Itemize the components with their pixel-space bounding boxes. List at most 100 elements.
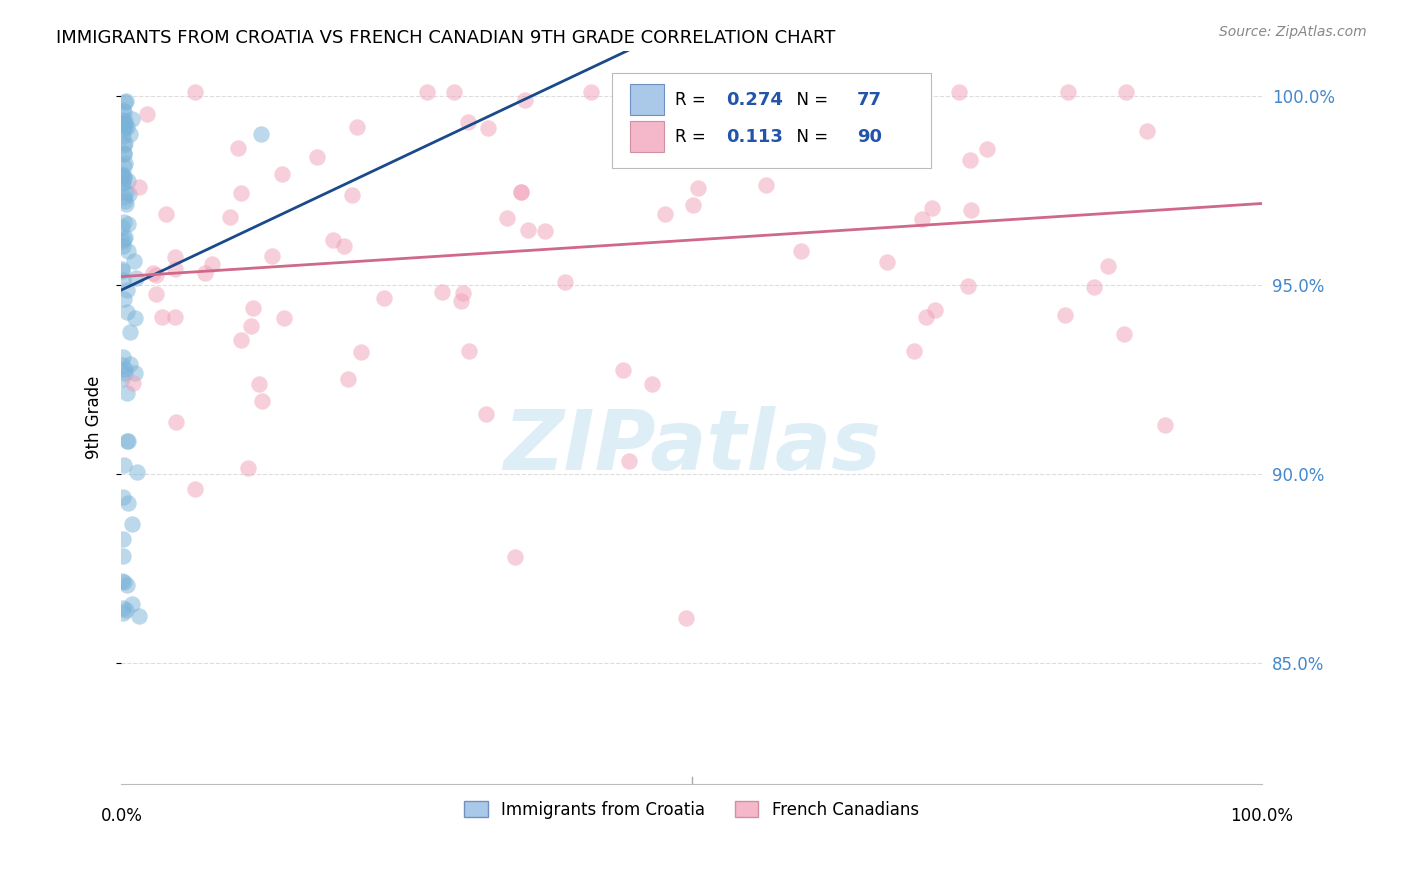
Point (112, 146, 135, 161)
Text: 100.0%: 100.0% (1230, 807, 1294, 825)
Point (122, 254, 145, 268)
Point (124, 366, 146, 380)
Point (637, 85, 659, 99)
Point (118, 325, 141, 339)
Point (150, 310, 173, 324)
Point (121, 597, 143, 611)
Point (114, 361, 136, 376)
Point (124, 271, 146, 285)
Point (1135, 124, 1157, 138)
Text: 0.113: 0.113 (725, 128, 783, 145)
Point (1114, 327, 1136, 342)
Point (451, 286, 474, 301)
Point (340, 187, 363, 202)
Point (510, 186, 533, 200)
Point (142, 266, 165, 280)
Point (115, 304, 138, 318)
Point (124, 310, 146, 325)
Point (145, 268, 167, 282)
Point (115, 120, 138, 134)
Point (165, 415, 187, 429)
Point (112, 104, 135, 119)
Point (686, 181, 709, 195)
Point (740, 85, 762, 99)
Point (612, 363, 634, 377)
Point (117, 218, 139, 232)
Legend: Immigrants from Croatia, French Canadians: Immigrants from Croatia, French Canadian… (458, 795, 925, 826)
Point (350, 345, 373, 359)
Point (121, 112, 143, 126)
Point (322, 234, 344, 248)
Point (675, 611, 697, 625)
Point (443, 85, 465, 99)
Point (201, 257, 224, 271)
Point (165, 262, 187, 277)
Point (416, 85, 439, 99)
Point (115, 603, 138, 617)
Text: R =: R = (675, 128, 716, 145)
Point (1057, 85, 1080, 99)
Point (114, 229, 136, 244)
Point (117, 434, 139, 448)
Point (333, 239, 356, 253)
Point (114, 156, 136, 170)
Point (239, 318, 262, 333)
Point (785, 117, 807, 131)
Point (111, 549, 134, 563)
Point (111, 113, 134, 128)
Point (654, 207, 676, 221)
Point (477, 120, 499, 135)
Text: 0.0%: 0.0% (100, 807, 142, 825)
Point (115, 185, 138, 199)
Point (1053, 308, 1076, 322)
FancyBboxPatch shape (630, 85, 664, 115)
Point (305, 150, 328, 164)
Point (898, 124, 921, 138)
Point (250, 393, 273, 408)
Point (457, 114, 479, 128)
Point (112, 214, 135, 228)
Point (111, 263, 134, 277)
Point (112, 159, 135, 173)
Point (617, 454, 640, 468)
Point (231, 186, 253, 201)
Point (114, 114, 136, 128)
Point (184, 482, 207, 496)
Point (163, 310, 186, 324)
Point (682, 198, 704, 212)
Point (959, 153, 981, 167)
Point (689, 142, 711, 156)
Point (510, 185, 533, 199)
Point (112, 138, 135, 153)
Point (112, 273, 135, 287)
Point (450, 294, 472, 309)
Point (111, 234, 134, 248)
Point (115, 434, 138, 448)
Point (112, 170, 135, 185)
Point (117, 244, 139, 258)
Point (948, 85, 970, 99)
Point (163, 250, 186, 264)
Point (115, 578, 138, 592)
Text: ZIPatlas: ZIPatlas (503, 406, 880, 487)
FancyBboxPatch shape (630, 121, 664, 152)
Point (790, 244, 813, 258)
Point (112, 606, 135, 620)
Point (957, 279, 980, 293)
Point (271, 167, 294, 181)
Point (262, 249, 284, 263)
Point (111, 358, 134, 372)
Point (114, 197, 136, 211)
Point (247, 377, 270, 392)
Point (128, 609, 150, 624)
Point (911, 212, 934, 227)
Point (128, 180, 150, 194)
Y-axis label: 9th Grade: 9th Grade (86, 376, 103, 459)
Point (136, 107, 159, 121)
Point (111, 220, 134, 235)
Point (112, 458, 135, 472)
Point (117, 496, 139, 510)
Point (115, 386, 138, 401)
Point (517, 223, 540, 237)
Point (112, 532, 135, 546)
